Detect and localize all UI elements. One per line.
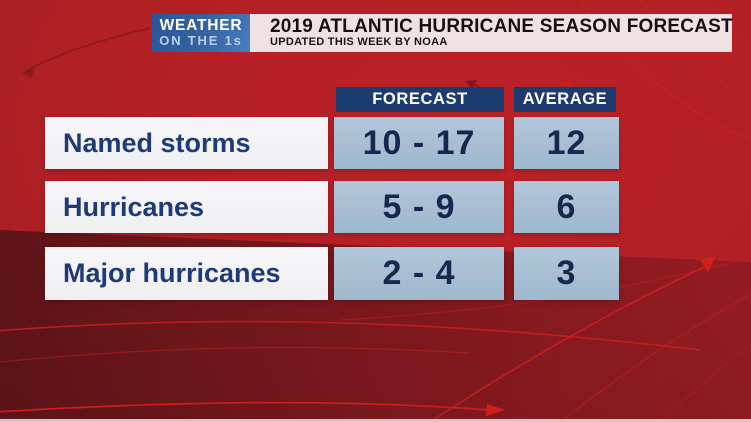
weather-on-the-1s-logo: WEATHER ON THE 1s [152,14,250,52]
wind-arrowhead-icon [22,65,36,78]
wind-arrow-icon [0,401,489,413]
header-bar: 2019 ATLANTIC HURRICANE SEASON FORECAST … [250,14,733,52]
forecast-cell-major-hurricanes: 2 - 4 [334,247,504,300]
wind-arrowhead-icon [700,256,716,272]
logo-line1: WEATHER [159,17,243,35]
column-header-forecast: FORECAST [336,87,504,112]
forecast-cell-named-storms: 10 - 17 [334,117,504,169]
average-cell-named-storms: 12 [514,117,619,169]
wind-arrow-icon [25,27,151,72]
lower-third-edge [0,419,751,422]
wind-arrowhead-icon [486,404,505,416]
row-label-named-storms: Named storms [45,117,328,169]
average-cell-hurricanes: 6 [514,181,619,233]
row-label-hurricanes: Hurricanes [45,181,328,233]
average-cell-major-hurricanes: 3 [514,247,619,300]
logo-line2: ON THE 1s [159,33,243,49]
page-subtitle: UPDATED THIS WEEK BY NOAA [270,36,448,49]
page-title: 2019 ATLANTIC HURRICANE SEASON FORECAST [270,16,733,38]
row-label-major-hurricanes: Major hurricanes [45,247,328,300]
forecast-cell-hurricanes: 5 - 9 [334,181,504,233]
column-header-average: AVERAGE [514,87,616,112]
